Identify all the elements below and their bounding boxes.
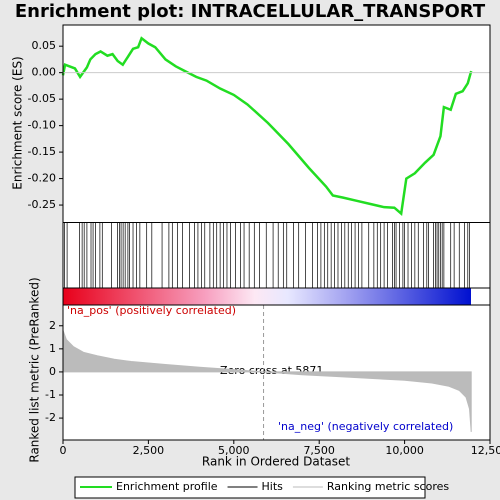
x-tick-label: 10,000 xyxy=(385,444,424,457)
y-axis-label: Ranked list metric (PreRanked) xyxy=(28,277,42,462)
x-tick-label: 7,500 xyxy=(303,444,335,457)
y-axis-label: Enrichment score (ES) xyxy=(11,56,25,189)
y-tick-label: -0.20 xyxy=(28,172,56,185)
legend-label: Hits xyxy=(262,480,284,493)
correlation-bar xyxy=(63,288,471,305)
frame xyxy=(62,24,491,441)
x-tick-label: 2,500 xyxy=(133,444,165,457)
chart-title: Enrichment plot: INTRACELLULAR_TRANSPORT xyxy=(15,1,486,22)
y-tick-label: 2 xyxy=(49,319,56,332)
y-tick-label: 1 xyxy=(49,342,56,355)
metric-area xyxy=(62,330,472,432)
y-tick-label: -0.15 xyxy=(28,145,56,158)
y-tick-label: -1 xyxy=(45,388,56,401)
annotation: 'na_neg' (negatively correlated) xyxy=(278,420,453,433)
x-tick-label: 5,000 xyxy=(218,444,250,457)
y-tick-label: -0.05 xyxy=(28,92,56,105)
y-tick-label: 0.00 xyxy=(32,66,57,79)
x-axis-label: Rank in Ordered Dataset xyxy=(202,455,350,469)
legend-label: Enrichment profile xyxy=(116,480,218,493)
enrichment-line xyxy=(61,36,473,216)
x-tick-label: 0 xyxy=(60,444,67,457)
y-tick-label: -2 xyxy=(45,411,56,424)
y-tick-label: -0.25 xyxy=(28,198,56,211)
y-tick-label: -0.10 xyxy=(28,119,56,132)
annotation: 'na_pos' (positively correlated) xyxy=(67,304,236,317)
y-tick-label: 0.05 xyxy=(32,39,57,52)
y-tick-label: 0 xyxy=(49,365,56,378)
legend-label: Ranking metric scores xyxy=(327,480,449,493)
x-tick-label: 12,500 xyxy=(471,444,500,457)
